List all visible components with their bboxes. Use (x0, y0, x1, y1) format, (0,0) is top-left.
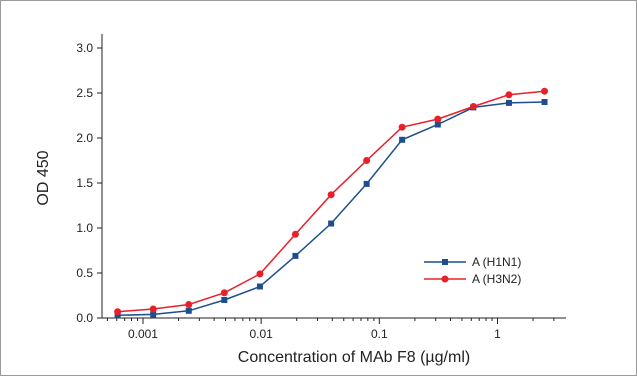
x-axis-title: Concentration of MAb F8 (µg/ml) (238, 349, 470, 366)
data-point (292, 252, 299, 259)
y-tick-label: 1.0 (76, 221, 93, 235)
legend: A (H1N1) A (H3N2) (424, 255, 521, 286)
y-tick-label: 1.5 (76, 176, 93, 190)
data-point (149, 305, 157, 313)
legend-marker (442, 259, 448, 265)
data-point (185, 307, 192, 314)
y-tick-label: 0.5 (76, 266, 93, 280)
y-axis-title: OD 450 (35, 150, 52, 205)
data-point (505, 91, 513, 99)
data-point (363, 157, 371, 164)
legend-marker (441, 275, 449, 283)
data-point (220, 289, 228, 297)
axes (101, 34, 566, 319)
x-ticks: 0.001 0.01 0.1 1 (106, 318, 555, 341)
data-point (434, 121, 441, 128)
data-point (256, 283, 263, 290)
data-point (114, 308, 122, 316)
legend-label: A (H3N2) (472, 272, 521, 286)
data-point (256, 270, 264, 278)
x-tick-label: 0.1 (371, 327, 388, 341)
data-point (291, 230, 299, 238)
data-point (505, 99, 512, 106)
data-point (221, 297, 228, 303)
data-point (150, 311, 157, 318)
data-point (328, 220, 335, 227)
legend-label: A (H1N1) (472, 255, 521, 269)
y-ticks: 0.0 0.5 1.0 1.5 2.0 2.5 3.0 (76, 41, 102, 325)
x-tick-label: 0.001 (128, 327, 158, 341)
data-point (327, 191, 335, 199)
data-point (541, 99, 548, 105)
series-layer (114, 87, 549, 319)
data-point (434, 115, 442, 123)
series-2 (114, 87, 549, 316)
y-tick-label: 0.0 (76, 311, 93, 325)
y-tick-label: 2.5 (76, 86, 93, 100)
data-point (541, 87, 549, 95)
data-point (363, 180, 370, 187)
x-tick-label: 0.01 (249, 327, 273, 341)
legend-item: A (H3N2) (424, 272, 521, 286)
y-tick-label: 2.0 (76, 131, 93, 145)
data-point (399, 136, 406, 143)
x-tick-label: 1 (494, 327, 501, 341)
y-tick-label: 3.0 (76, 41, 93, 55)
data-point (469, 103, 477, 110)
data-point (398, 123, 406, 131)
data-point (114, 312, 121, 319)
data-point (185, 301, 193, 308)
legend-item: A (H1N1) (424, 255, 521, 269)
